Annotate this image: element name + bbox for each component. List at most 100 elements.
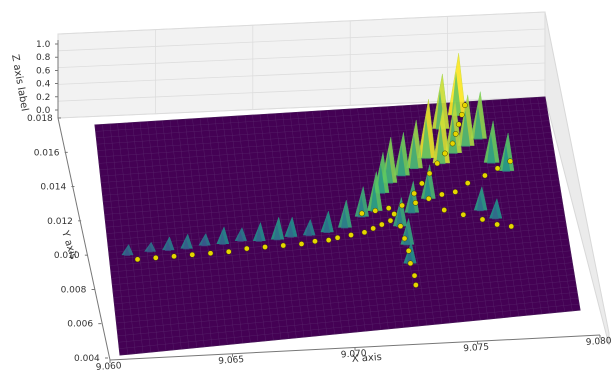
surface-peak	[124, 247, 131, 256]
grid-line	[57, 11, 546, 35]
data-point	[405, 247, 412, 254]
axis-lines	[57, 40, 601, 361]
y-tick-label: 0.008	[61, 285, 87, 295]
mesh-line	[94, 96, 546, 126]
axis-ticks: 9.060 9.065 9.070 9.075 9.080 0.004 0.006 0.008…	[27, 40, 611, 373]
z-tick-label: 0.2	[36, 93, 50, 103]
mesh-line	[102, 161, 556, 196]
data-point	[361, 229, 368, 236]
data-point	[243, 245, 250, 252]
mesh-line	[113, 256, 572, 298]
data-point	[399, 202, 405, 209]
y-tick-label: 0.012	[47, 217, 73, 227]
surface-peak	[384, 150, 394, 184]
data-point	[460, 211, 467, 218]
z-tick-label: 1.0	[36, 40, 51, 50]
y-tick-label: 0.006	[67, 320, 93, 330]
surface-mesh	[94, 96, 581, 356]
mesh-line	[97, 114, 548, 145]
surface-peak	[219, 231, 226, 245]
surface-peak	[305, 224, 313, 237]
x-axis-label: X axis	[351, 352, 382, 365]
z-tick-label: 0.0	[36, 106, 51, 116]
x-tick-label: 9.060	[96, 361, 123, 373]
data-point	[385, 205, 392, 211]
data-point	[412, 199, 419, 206]
surface-peak	[397, 145, 406, 177]
surface-peak	[395, 206, 404, 228]
mesh-line	[105, 185, 560, 222]
mesh-line	[114, 262, 573, 305]
data-point	[482, 172, 488, 179]
surface-peak	[323, 217, 331, 233]
y-tick-label: 0.010	[54, 251, 80, 261]
mesh-line	[113, 250, 571, 292]
data-point	[401, 235, 408, 242]
surface-peak	[370, 183, 379, 212]
surface-peak	[340, 208, 349, 229]
mesh-line	[99, 138, 552, 170]
mesh-line	[104, 173, 558, 209]
data-point	[426, 170, 433, 177]
z-tick-label: 0.8	[36, 53, 51, 63]
mesh-line	[104, 179, 559, 215]
mesh-line	[96, 108, 547, 138]
data-point	[462, 102, 468, 109]
grid-line	[57, 28, 546, 52]
x-axis-line	[109, 334, 601, 361]
surface-peak	[201, 237, 208, 247]
data-point	[262, 244, 268, 250]
data-point	[225, 248, 232, 255]
surface-peak	[451, 71, 462, 116]
mesh-line	[110, 232, 568, 273]
mesh-line	[117, 292, 578, 337]
data-point	[348, 232, 354, 238]
surface-peak	[237, 231, 244, 242]
surface-peak	[409, 134, 419, 170]
mesh-line	[103, 167, 557, 202]
data-point	[411, 190, 418, 197]
surface-peak	[487, 133, 496, 164]
mesh-line	[118, 297, 579, 343]
data-point	[171, 253, 177, 260]
mesh-line	[117, 286, 577, 330]
data-point	[441, 207, 448, 213]
surface-peak	[502, 144, 511, 172]
mesh-line	[101, 150, 554, 183]
surface-peak	[461, 110, 471, 147]
data-point	[479, 216, 486, 223]
mesh-line	[115, 268, 574, 311]
data-point	[391, 211, 397, 217]
data-point	[439, 191, 445, 198]
data-point	[372, 207, 379, 214]
surface-peak	[476, 193, 484, 212]
mesh-line	[119, 303, 580, 349]
z-axis-label: Z axis label	[9, 54, 30, 112]
data-point	[207, 250, 214, 257]
y-tick-label: 0.018	[27, 114, 53, 124]
z-tick-label: 0.4	[36, 80, 51, 90]
mesh-line	[100, 144, 553, 177]
data-point	[280, 242, 287, 249]
data-point	[452, 131, 459, 137]
x-tick-label: 9.080	[586, 336, 611, 348]
data-point	[407, 260, 414, 267]
data-point	[334, 234, 341, 241]
grid-line	[57, 79, 546, 102]
x-tick-label: 9.075	[463, 342, 489, 354]
data-point	[419, 180, 425, 187]
y-axis-line	[57, 117, 111, 361]
data-point	[434, 160, 441, 167]
mesh-line	[108, 209, 564, 247]
mesh-line	[116, 280, 576, 324]
data-point	[494, 221, 500, 228]
data-point	[152, 254, 159, 261]
data-point	[464, 180, 471, 186]
data-point	[378, 221, 385, 228]
data-point	[189, 251, 196, 258]
surface-peak	[424, 174, 432, 200]
mesh-line	[119, 309, 581, 356]
data-point	[411, 272, 418, 279]
y-tick-label: 0.014	[40, 183, 66, 193]
